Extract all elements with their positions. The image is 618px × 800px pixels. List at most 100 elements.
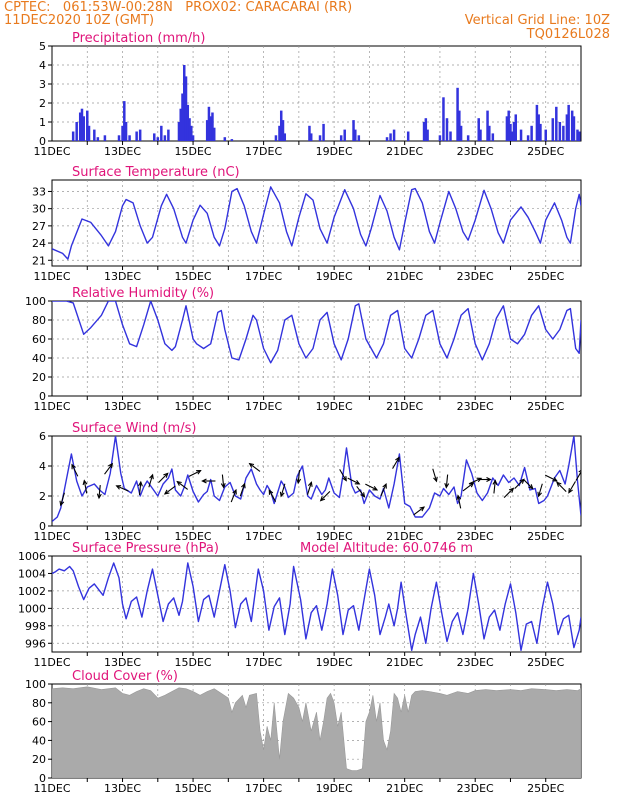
precip-bar: [184, 76, 188, 141]
y-tick-label: 27: [32, 220, 46, 233]
wind-arrow-shaft: [297, 469, 301, 484]
precip-bar: [519, 129, 523, 141]
wind-arrow-shaft: [556, 482, 567, 492]
panel-title: Surface Pressure (hPa): [72, 541, 219, 556]
wind-arrow-shaft: [544, 474, 558, 482]
y-tick-label: 0: [39, 135, 46, 148]
station-info: CPTEC: 061:53W-00:28N PROX02: CARACARAI …: [4, 0, 353, 15]
y-tick-label: 996: [25, 637, 46, 650]
y-tick-label: 0: [39, 520, 46, 533]
wind-arrow-shaft: [239, 483, 246, 497]
precip-bar: [422, 122, 426, 141]
plot-frame: [51, 555, 582, 653]
precip-bar: [205, 120, 209, 141]
precip-bar: [539, 123, 542, 141]
wind-arrow-shaft: [380, 483, 387, 497]
wind-arrow-shaft: [347, 477, 360, 485]
x-tick-label: 19DEC: [316, 400, 353, 413]
precip-bar: [551, 118, 555, 141]
wind-arrow-shaft: [493, 480, 496, 494]
x-tick-label: 21DEC: [386, 656, 423, 669]
y-tick-label: 33: [32, 185, 46, 198]
precip-bar: [565, 114, 569, 141]
precip-bar: [352, 120, 355, 141]
y-tick-label: 40: [32, 352, 46, 365]
x-tick-label: 13DEC: [104, 782, 141, 795]
x-tick-label: 19DEC: [316, 145, 353, 158]
wind-arrow-shaft: [164, 485, 176, 495]
wind-arrow-head: [354, 479, 361, 485]
precip-bar: [562, 125, 565, 141]
x-tick-label: 15DEC: [175, 270, 212, 283]
precip-bar: [567, 104, 570, 141]
precip-bar: [426, 129, 429, 141]
cloud-area: [52, 686, 581, 778]
wind-arrow: [248, 462, 261, 472]
wind-arrow: [477, 477, 492, 482]
wind-arrow: [59, 492, 65, 507]
wind-arrow: [176, 480, 189, 490]
wind-arrow-head: [96, 493, 102, 500]
wind-arrow-head: [552, 476, 558, 482]
wind-arrow-head: [279, 491, 285, 498]
x-tick-label: 25DEC: [527, 530, 564, 543]
precip-bar: [449, 131, 452, 141]
precip-bar: [117, 135, 121, 141]
wind-arrow: [296, 469, 302, 485]
wind-arrow-head: [201, 478, 207, 484]
precip-bar: [526, 135, 530, 141]
precip-bar: [558, 122, 562, 141]
precip-bar: [385, 137, 389, 141]
x-tick-label: 11DEC: [33, 530, 70, 543]
precip-bar: [491, 133, 495, 141]
wind-arrow: [306, 481, 313, 495]
precip-bar: [223, 137, 227, 141]
x-tick-label: 25DEC: [527, 400, 564, 413]
precip-bar: [466, 135, 470, 141]
wind-arrow: [148, 473, 154, 488]
x-tick-label: 21DEC: [386, 400, 423, 413]
wind-arrow-head: [578, 469, 581, 473]
x-tick-label: 17DEC: [245, 656, 282, 669]
y-tick-label: 80: [32, 697, 46, 710]
wind-arrow-head: [395, 456, 400, 462]
wind-arrow-shaft: [268, 490, 277, 502]
wind-arrow-head: [149, 473, 154, 480]
plot-frame: [51, 300, 582, 397]
precip-bar: [191, 135, 195, 141]
precip-bar: [138, 129, 142, 141]
precip-bar: [121, 125, 124, 141]
precip-bar: [322, 123, 325, 141]
precip-bar: [389, 133, 392, 141]
precip-bar: [177, 122, 181, 141]
wind-arrow-shaft: [339, 469, 347, 481]
wind-arrow-head: [82, 479, 88, 486]
precip-bar: [555, 106, 558, 141]
precip-bar: [82, 116, 85, 141]
precip-bar: [160, 125, 163, 141]
precip-bar: [570, 110, 574, 141]
precip-bar: [510, 131, 514, 141]
x-tick-label: 11DEC: [33, 656, 70, 669]
x-tick-label: 25DEC: [527, 270, 564, 283]
precip-bar: [123, 101, 126, 141]
precip-bar: [339, 135, 343, 141]
precip-bar: [577, 131, 581, 141]
x-tick-label: 15DEC: [175, 145, 212, 158]
x-tick-label: 13DEC: [104, 400, 141, 413]
y-tick-label: 80: [32, 314, 46, 327]
wind-arrow-head: [268, 489, 274, 495]
wind-arrow-head: [319, 496, 326, 502]
wind-arrow-head: [508, 487, 515, 493]
y-tick-label: 1006: [18, 550, 46, 563]
wind-arrow: [71, 463, 79, 477]
wind-arrow: [138, 480, 143, 496]
x-tick-label: 17DEC: [245, 530, 282, 543]
precip-bar: [190, 125, 193, 141]
wind-arrow-shaft: [188, 470, 201, 477]
wind-arrow-shaft: [98, 484, 101, 499]
wind-arrow: [492, 479, 498, 494]
precip-bar: [80, 108, 84, 141]
precip-bar: [442, 97, 445, 141]
precip-bar: [477, 118, 480, 141]
